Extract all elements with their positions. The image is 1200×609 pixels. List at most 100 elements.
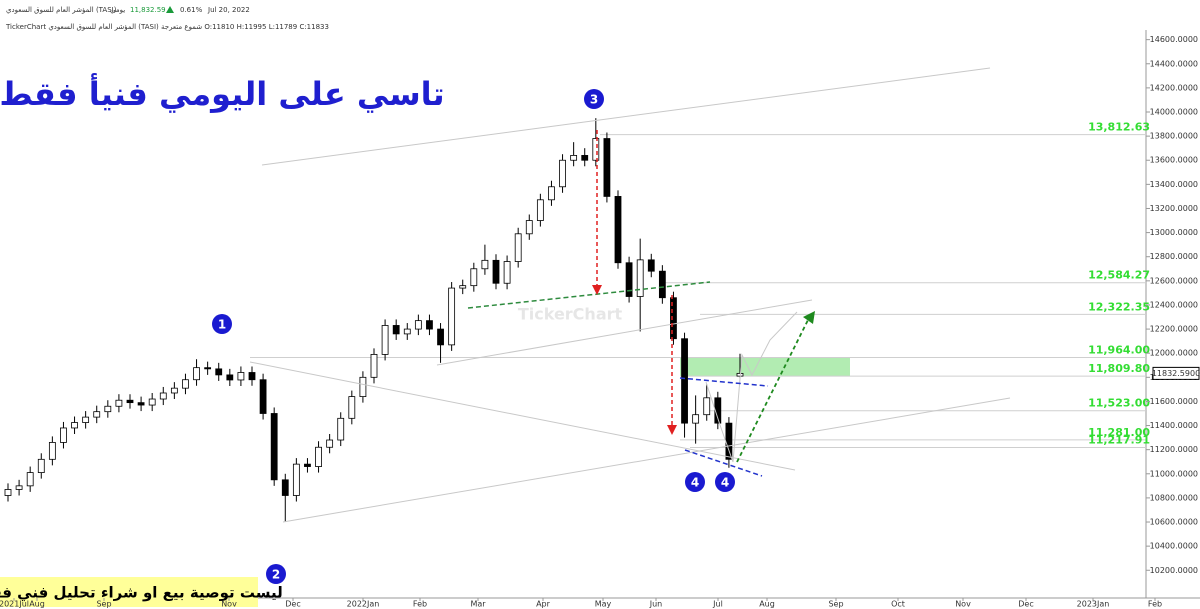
wave-circle	[685, 472, 705, 492]
y-tick-label: 12000.0000	[1150, 349, 1198, 358]
candle-body	[159, 392, 167, 400]
candle-body	[193, 367, 200, 381]
wave-circle	[212, 314, 232, 334]
wedge-line	[684, 449, 763, 477]
candle-body	[304, 463, 311, 467]
candle-body	[60, 427, 67, 443]
candle-body	[403, 328, 411, 335]
watermark: TickerChart	[518, 305, 623, 324]
candle-body	[614, 196, 622, 264]
candle-body	[514, 233, 522, 262]
y-tick-label: 14200.0000	[1150, 83, 1198, 92]
candle-body	[48, 442, 56, 460]
chart-title: تاسي على اليومي فنيأ فقط	[0, 73, 445, 113]
x-tick-label: Mar	[470, 600, 486, 609]
y-tick-label: 12800.0000	[1150, 252, 1198, 261]
x-tick-label: Nov	[955, 600, 971, 609]
y-tick-label: 10400.0000	[1150, 542, 1198, 551]
candles	[4, 118, 744, 523]
wave-label: 4	[721, 476, 729, 490]
trend-line	[261, 67, 991, 166]
wave-label: 1	[218, 318, 226, 332]
x-tick-label: Aug	[29, 600, 45, 609]
neckline	[467, 281, 711, 309]
level-label: 11,281.00	[1088, 426, 1150, 439]
candle-body	[148, 398, 156, 406]
level-label: 11,809.80	[1088, 362, 1150, 375]
candle-body	[337, 417, 345, 441]
candle-body	[636, 259, 644, 297]
level-label: 11,523.00	[1088, 397, 1150, 410]
last-price-label: 11832.5900	[1152, 369, 1200, 378]
wave-circle	[266, 564, 286, 584]
candle-body	[182, 379, 189, 389]
target-arrow	[736, 319, 809, 463]
level-label: 11,964.00	[1088, 344, 1150, 357]
candle-body	[248, 372, 256, 381]
disclaimer-box	[0, 577, 258, 607]
wave-marker: 1	[212, 314, 232, 334]
x-tick-label: May	[595, 600, 612, 609]
candle-body	[481, 259, 489, 270]
wedge-line	[679, 377, 769, 387]
y-tick-label: 10200.0000	[1150, 566, 1198, 575]
candle-body	[348, 396, 356, 419]
candle-body	[581, 155, 589, 161]
y-tick-label: 10600.0000	[1150, 518, 1198, 527]
x-tick-label: Aug	[759, 600, 775, 609]
candle-body	[204, 367, 212, 370]
candle-body	[536, 199, 544, 221]
header-name: المؤشر العام للسوق السعودي (TASI)	[6, 6, 117, 14]
candle-body	[315, 446, 322, 467]
candle-body	[381, 325, 389, 355]
arrow-head	[592, 285, 602, 295]
wave-circle	[584, 89, 604, 109]
projection-line	[705, 311, 798, 463]
wave-marker: 4	[685, 472, 705, 492]
wave-circle	[715, 472, 735, 492]
y-tick-label: 11200.0000	[1150, 445, 1198, 454]
y-tick-label: 13400.0000	[1150, 180, 1198, 189]
x-tick-label: Apr	[536, 600, 551, 609]
wave-marker: 3	[584, 89, 604, 109]
y-tick-label: 14400.0000	[1150, 59, 1198, 68]
arrow-head	[803, 311, 815, 324]
candle-body	[170, 387, 178, 394]
candle-body	[26, 472, 34, 487]
y-tick-label: 11000.0000	[1150, 469, 1198, 478]
wave-marker: 4	[715, 472, 735, 492]
y-tick-label: 11600.0000	[1150, 397, 1198, 406]
up-icon	[166, 6, 174, 13]
candle-body	[525, 220, 533, 235]
wave-label: 4	[691, 476, 699, 490]
candle-body	[592, 138, 600, 161]
overlay-under	[250, 134, 1146, 449]
y-tick-label: 14000.0000	[1150, 108, 1198, 117]
y-tick-label: 13800.0000	[1150, 132, 1198, 141]
x-tick-label: Feb	[413, 600, 427, 609]
x-tick-label: Jul	[712, 600, 723, 609]
candle-body	[658, 270, 666, 299]
candle-body	[115, 399, 123, 407]
candle-body	[681, 338, 688, 424]
candle-body	[137, 402, 145, 406]
candle-body	[625, 262, 633, 297]
candle-body	[104, 405, 112, 413]
candle-body	[281, 479, 289, 496]
x-tick-label: Sep	[96, 600, 111, 609]
y-tick-label: 12400.0000	[1150, 300, 1198, 309]
level-label: 13,812.63	[1088, 121, 1150, 134]
candle-body	[226, 374, 234, 381]
candle-body	[392, 325, 400, 335]
x-tick-label: 2022Jan	[347, 600, 380, 609]
arrow-head	[667, 425, 677, 435]
level-label: 11,217.91	[1088, 434, 1150, 447]
candle-body	[725, 422, 733, 460]
x-tick-label: Dec	[1018, 600, 1033, 609]
x-tick-label: 2021Jul	[0, 600, 29, 609]
level-label: 12,584.27	[1088, 269, 1150, 282]
wave-label: 2	[272, 568, 280, 582]
candle-body	[270, 413, 278, 481]
last-price-box	[1152, 366, 1200, 380]
